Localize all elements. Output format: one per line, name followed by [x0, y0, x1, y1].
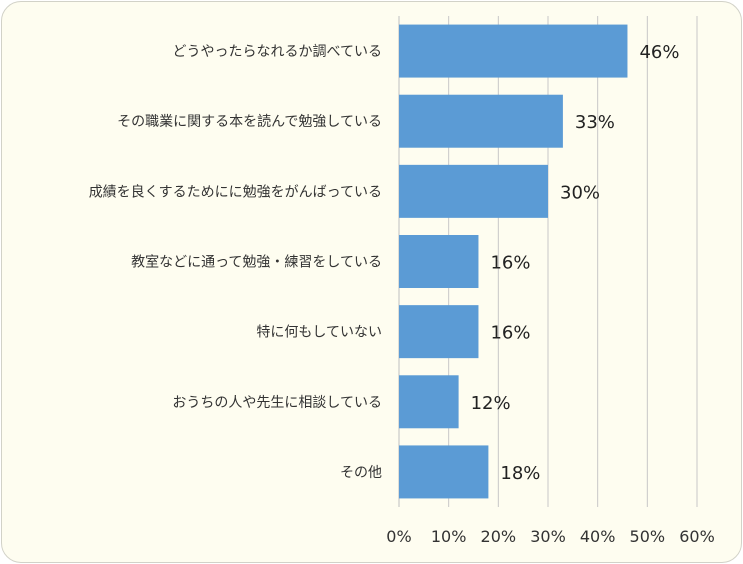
- bar: [399, 305, 479, 359]
- data-label: 18%: [500, 463, 540, 484]
- category-label: おうちの人や先生に相談している: [172, 395, 382, 411]
- data-label: 16%: [490, 253, 530, 274]
- x-tick-label: 30%: [530, 527, 566, 546]
- bar: [399, 164, 548, 218]
- category-label: その他: [340, 465, 382, 481]
- data-label: 16%: [490, 323, 530, 344]
- data-label: 12%: [471, 393, 511, 414]
- x-tick-label: 20%: [481, 527, 517, 546]
- data-label: 30%: [560, 182, 600, 203]
- bar: [399, 235, 479, 288]
- data-label: 46%: [639, 42, 679, 63]
- category-label: 成績を良くするためにに勉強をがんばっている: [89, 184, 382, 200]
- data-label: 33%: [575, 112, 615, 133]
- x-tick-label: 0%: [386, 527, 411, 546]
- bar: [399, 24, 628, 78]
- x-tick-label: 50%: [630, 527, 666, 546]
- bar: [399, 94, 563, 148]
- category-label: どうやったらなれるか調べている: [173, 44, 382, 60]
- x-tick-label: 10%: [431, 527, 467, 546]
- x-tick-label: 40%: [580, 527, 616, 546]
- bar: [399, 375, 459, 429]
- bar: [399, 445, 489, 499]
- category-label: その職業に関する本を読んで勉強している: [117, 113, 382, 130]
- x-tick-label: 60%: [679, 527, 715, 546]
- category-label: 教室などに通って勉強・練習をしている: [131, 254, 382, 271]
- category-label: 特に何もしていない: [256, 325, 382, 341]
